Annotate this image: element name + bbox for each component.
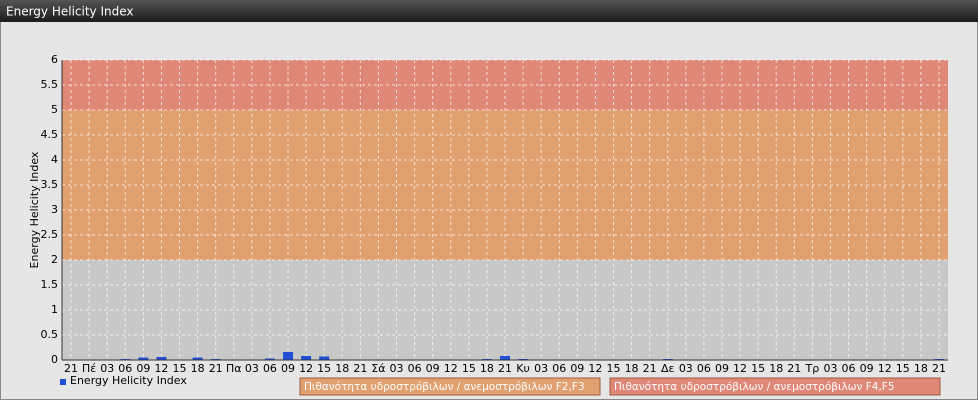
y-tick-label: 4.5 — [41, 128, 59, 141]
x-tick-label: 09 — [715, 362, 729, 375]
x-tick-label: 03 — [245, 362, 259, 375]
x-tick-label: 09 — [281, 362, 295, 375]
x-tick-label: 18 — [625, 362, 639, 375]
x-tick-label: 15 — [173, 362, 187, 375]
bar — [500, 356, 510, 360]
x-tick-label: 18 — [480, 362, 494, 375]
legend-swatch — [60, 379, 66, 385]
x-tick-label: 21 — [932, 362, 946, 375]
y-tick-label: 0 — [51, 353, 58, 366]
y-axis-label: Energy Helicity Index — [28, 151, 41, 268]
x-tick-label: 15 — [462, 362, 476, 375]
bar — [301, 356, 312, 360]
bar — [192, 357, 203, 360]
x-tick-label: 21 — [64, 362, 78, 375]
legend-band-label: Πιθανότητα υδροστρόβιλων / ανεμοστρόβιλω… — [614, 381, 895, 393]
bar — [138, 357, 149, 360]
x-tick-label: 18 — [191, 362, 205, 375]
x-tick-label: 18 — [914, 362, 928, 375]
legend-band-box — [609, 377, 941, 396]
x-tick-label: 21 — [787, 362, 801, 375]
x-tick-label: 06 — [408, 362, 422, 375]
x-tick-label: 06 — [552, 362, 566, 375]
x-tick-label: 06 — [118, 362, 132, 375]
legend-label: Energy Helicity Index — [70, 374, 187, 387]
x-tick-label: 21 — [498, 362, 512, 375]
x-tick-label: 03 — [100, 362, 114, 375]
x-tick-label: Κυ — [516, 362, 530, 375]
x-tick-label: 06 — [842, 362, 856, 375]
legend-band-label: Πιθανότητα υδροστρόβιλων / ανεμοστρόβιλω… — [304, 381, 585, 393]
x-tick-label: 12 — [878, 362, 892, 375]
x-tick-label: 18 — [335, 362, 349, 375]
x-tick-label: 12 — [444, 362, 458, 375]
x-tick-label: 09 — [426, 362, 440, 375]
bar — [264, 358, 275, 360]
x-tick-label: 15 — [896, 362, 910, 375]
x-tick-label: 21 — [209, 362, 223, 375]
x-tick-label: 15 — [317, 362, 331, 375]
y-tick-label: 1.5 — [41, 278, 59, 291]
y-tick-label: 3.5 — [41, 178, 59, 191]
legend-band-box — [299, 377, 601, 396]
x-tick-label: 12 — [299, 362, 313, 375]
y-tick-label: 5.5 — [41, 78, 59, 91]
x-tick-label: 18 — [769, 362, 783, 375]
x-tick-label: 15 — [606, 362, 620, 375]
header-title: Energy Helicity Index — [6, 5, 134, 19]
x-tick-label: 15 — [751, 362, 765, 375]
x-tick-label: 09 — [860, 362, 874, 375]
x-tick-label: 03 — [679, 362, 693, 375]
bar — [283, 352, 294, 360]
x-tick-label: Σά — [371, 362, 385, 375]
y-tick-label: 6 — [51, 53, 58, 66]
y-tick-label: 5 — [51, 103, 58, 116]
x-tick-label: 09 — [136, 362, 150, 375]
x-tick-label: 06 — [263, 362, 277, 375]
x-tick-label: 03 — [823, 362, 837, 375]
y-tick-label: 2 — [51, 253, 58, 266]
y-tick-label: 4 — [51, 153, 58, 166]
x-tick-label: Πέ — [82, 362, 96, 375]
x-tick-label: Δε — [661, 362, 675, 375]
x-tick-label: Τρ — [805, 362, 820, 375]
y-tick-label: 0.5 — [41, 328, 59, 341]
x-tick-label: 06 — [697, 362, 711, 375]
x-tick-label: 12 — [733, 362, 747, 375]
header-bar — [0, 0, 978, 22]
x-tick-label: 09 — [570, 362, 584, 375]
bar — [319, 356, 330, 360]
x-tick-label: 21 — [353, 362, 367, 375]
x-tick-label: 21 — [643, 362, 657, 375]
x-tick-label: Πα — [226, 362, 242, 375]
y-tick-label: 1 — [51, 303, 58, 316]
y-tick-label: 2.5 — [41, 228, 59, 241]
x-tick-label: 12 — [154, 362, 168, 375]
x-tick-label: 03 — [534, 362, 548, 375]
x-tick-label: 12 — [588, 362, 602, 375]
bar — [156, 357, 167, 360]
y-tick-label: 3 — [51, 203, 58, 216]
x-tick-label: 03 — [390, 362, 404, 375]
